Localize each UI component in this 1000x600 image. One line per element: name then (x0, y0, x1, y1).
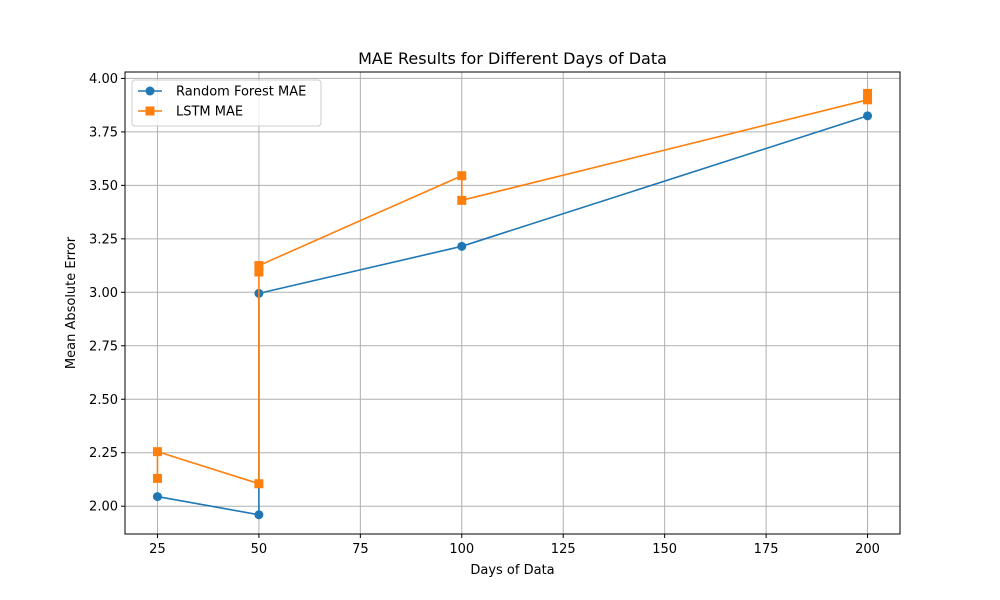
data-point (457, 171, 467, 181)
legend-marker (145, 86, 155, 96)
legend-marker (145, 106, 155, 116)
series-layer (152, 88, 873, 520)
y-tick-label: 2.00 (89, 500, 118, 515)
legend-item: Random Forest MAE (138, 85, 306, 100)
x-tick-label: 200 (855, 542, 880, 557)
plot-frame (124, 71, 901, 535)
data-point (152, 447, 162, 457)
x-tick-label: 50 (251, 542, 268, 557)
legend-item: LSTM MAE (138, 105, 243, 120)
y-tick-label: 2.25 (89, 446, 118, 461)
data-point (863, 88, 873, 98)
legend-label: LSTM MAE (176, 105, 243, 120)
chart-title: MAE Results for Different Days of Data (358, 49, 667, 68)
data-point (863, 111, 873, 121)
series-lstm (152, 88, 873, 489)
data-point (254, 479, 264, 489)
x-tick-label: 100 (449, 542, 474, 557)
y-tick-label: 3.00 (89, 286, 118, 301)
data-point (254, 267, 264, 277)
y-tick-label: 3.50 (89, 179, 118, 194)
data-point (152, 473, 162, 483)
legend-label: Random Forest MAE (176, 85, 306, 100)
data-point (457, 241, 467, 251)
x-tick-label: 75 (352, 542, 369, 557)
grid (125, 72, 900, 534)
legend-box (131, 79, 322, 127)
x-axis-label: Days of Data (470, 563, 554, 578)
x-tick-label: 25 (149, 542, 166, 557)
x-tick-label: 125 (551, 542, 576, 557)
y-tick-label: 2.75 (89, 339, 118, 354)
axis-ticks: 25 50 75 100 125 150 175 200 2.00 2.25 2.50 2.75 3.0… (89, 72, 880, 557)
y-tick-label: 3.75 (89, 125, 118, 140)
y-tick-label: 2.50 (89, 393, 118, 408)
legend: Random Forest MAE LSTM MAE (131, 79, 322, 127)
data-point (254, 510, 264, 520)
data-point (152, 492, 162, 502)
x-tick-label: 150 (652, 542, 677, 557)
data-point (863, 95, 873, 105)
x-tick-label: 175 (754, 542, 779, 557)
data-point (457, 195, 467, 205)
data-point (254, 261, 264, 271)
y-tick-label: 4.00 (89, 72, 118, 87)
y-tick-label: 3.25 (89, 232, 118, 247)
y-axis-label: Mean Absolute Error (64, 236, 79, 369)
